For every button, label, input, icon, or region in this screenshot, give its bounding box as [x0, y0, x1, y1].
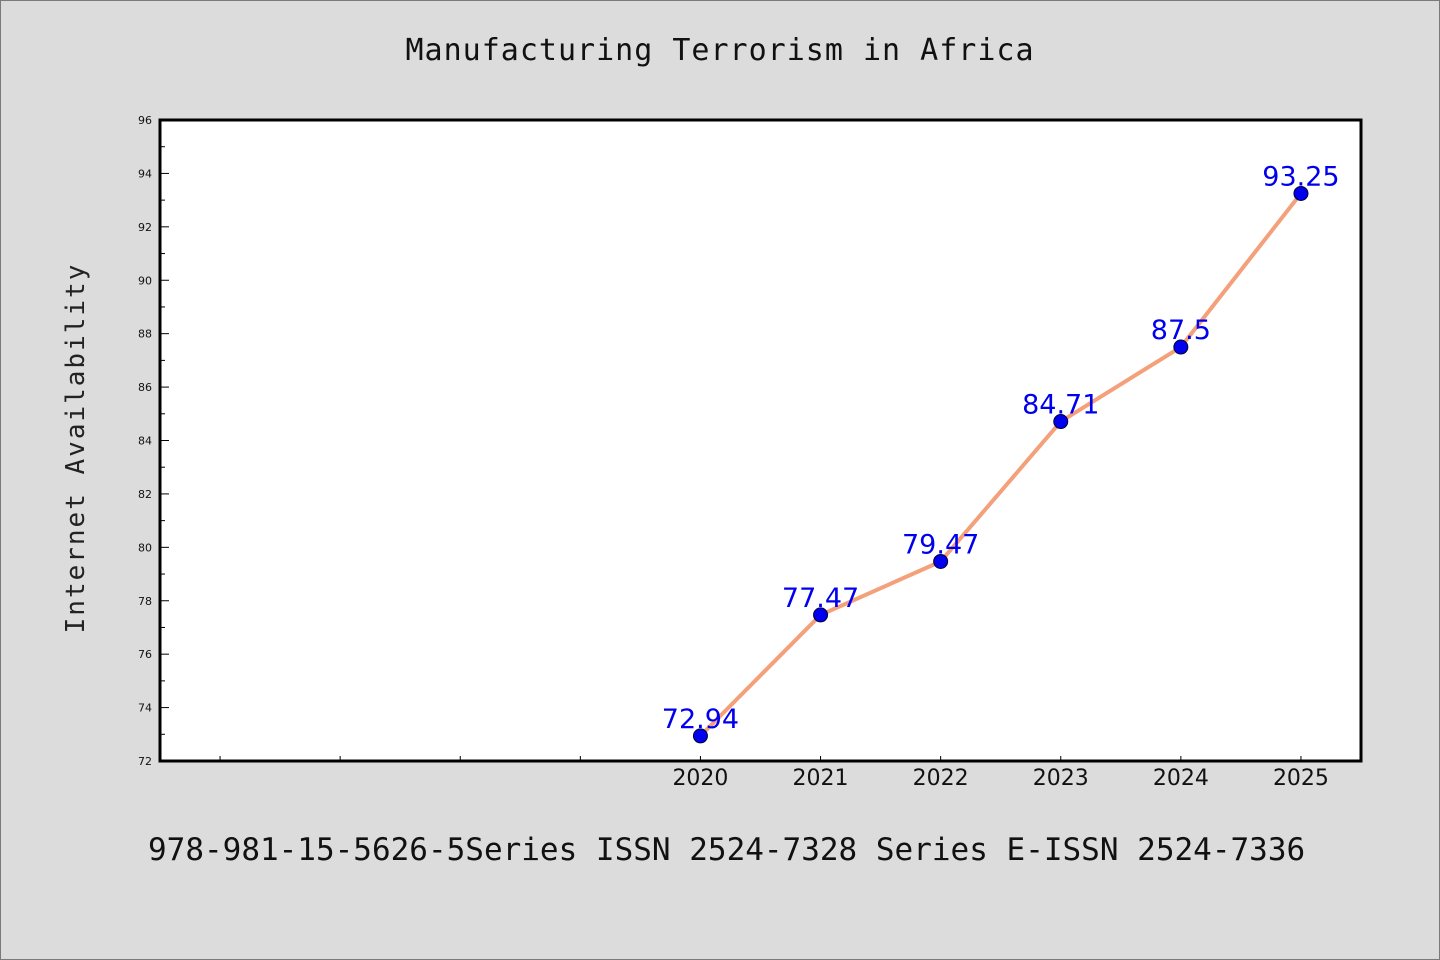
- y-tick-label: 86: [138, 381, 152, 394]
- x-tick-label: 2021: [793, 766, 849, 791]
- data-point-marker: [813, 607, 829, 623]
- data-point-label: 77.47: [782, 583, 859, 614]
- y-tick-label: 82: [138, 488, 152, 501]
- data-point-marker: [1293, 185, 1309, 201]
- x-tick-label: 2022: [913, 766, 969, 791]
- data-point-marker: [1173, 339, 1189, 355]
- y-tick-label: 76: [138, 648, 152, 661]
- data-point-label: 72.94: [662, 704, 739, 735]
- y-tick-label: 72: [138, 755, 152, 768]
- footer-isbn-text: 978-981-15-5626-5Series ISSN 2524-7328 S…: [148, 832, 1306, 868]
- y-tick-label: 92: [138, 221, 152, 234]
- x-tick-label: 2025: [1273, 766, 1329, 791]
- y-tick-label: 80: [138, 541, 152, 554]
- data-point-label: 87.5: [1151, 315, 1211, 346]
- series-markers: [692, 185, 1309, 744]
- data-point-label: 93.25: [1262, 161, 1339, 192]
- chart-title: Manufacturing Terrorism in Africa: [405, 33, 1035, 68]
- y-axis-ticks: 72 74 76 78 80 82 84 86 88 90 92 94 96: [138, 114, 169, 768]
- plot-area: [158, 118, 1363, 763]
- data-point-label: 79.47: [902, 529, 979, 560]
- data-point-label: 84.71: [1022, 390, 1099, 421]
- x-tick-label: 2020: [672, 766, 728, 791]
- data-labels: 72.94 77.47 79.47 84.71 87.5 93.25: [662, 161, 1340, 734]
- y-tick-label: 74: [138, 702, 152, 715]
- y-tick-label: 90: [138, 274, 152, 287]
- series-line: [698, 191, 1303, 738]
- y-tick-label: 84: [138, 435, 152, 448]
- data-point-marker: [933, 553, 949, 569]
- y-tick-label: 78: [138, 595, 152, 608]
- data-point-marker: [692, 728, 708, 744]
- y-tick-label: 88: [138, 328, 152, 341]
- x-tick-label: 2024: [1153, 766, 1209, 791]
- y-tick-label: 94: [138, 167, 152, 180]
- x-axis-ticks: 2020 2021 2022 2023 2024 2025: [219, 756, 1329, 791]
- x-tick-label: 2023: [1033, 766, 1089, 791]
- data-point-marker: [1053, 414, 1069, 430]
- y-tick-label: 96: [138, 114, 152, 127]
